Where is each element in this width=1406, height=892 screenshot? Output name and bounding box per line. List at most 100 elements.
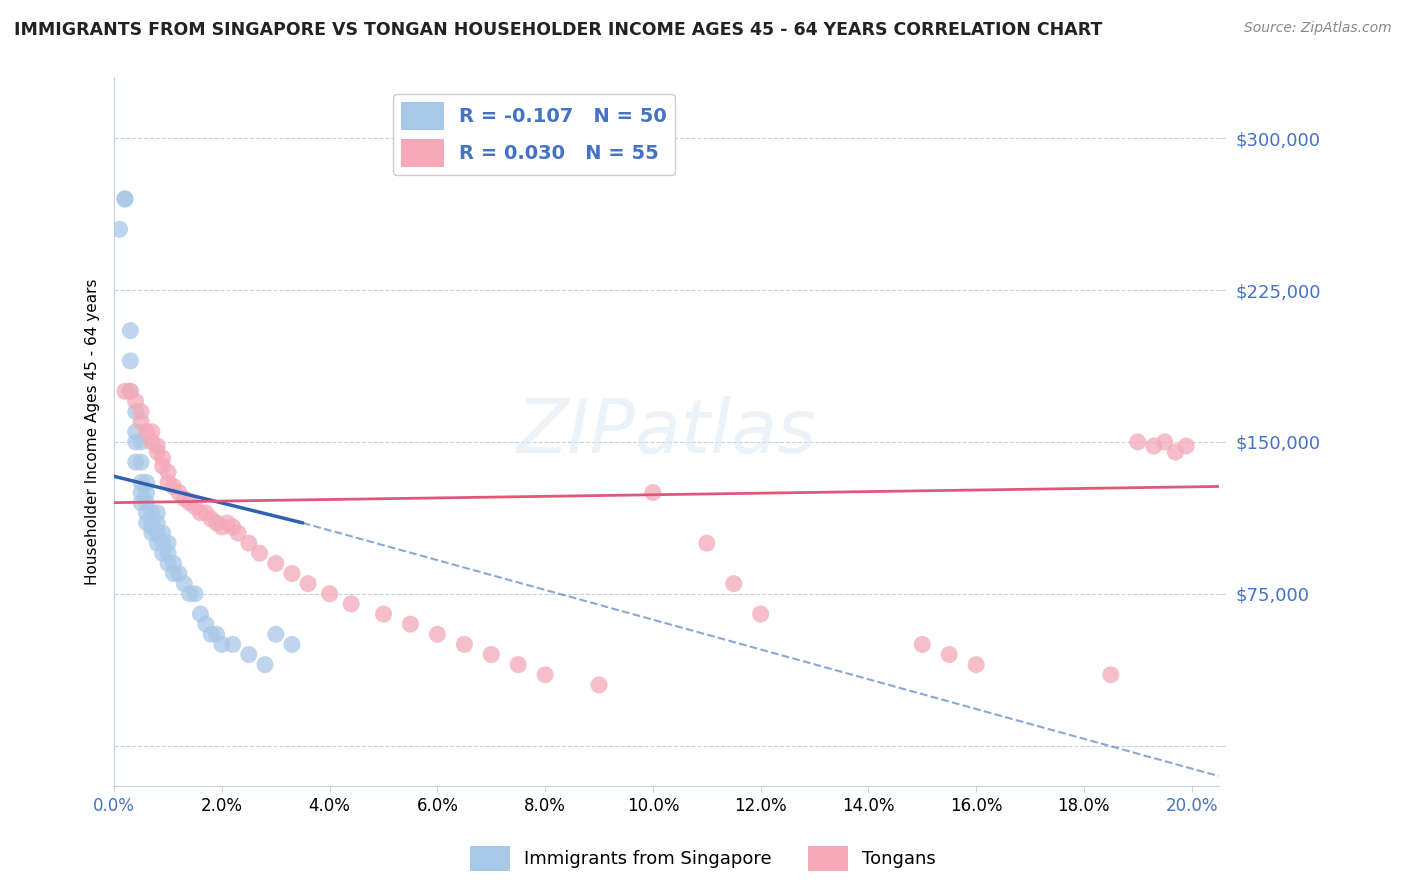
Point <box>129 496 152 510</box>
Point <box>1164 445 1187 459</box>
Point <box>141 425 163 439</box>
Point <box>152 459 174 474</box>
Point <box>125 455 148 469</box>
Point <box>141 516 163 530</box>
Point <box>129 404 152 418</box>
Point <box>167 566 190 581</box>
Point <box>114 384 136 399</box>
Point <box>184 500 207 514</box>
Point <box>120 324 142 338</box>
Text: Source: ZipAtlas.com: Source: ZipAtlas.com <box>1244 21 1392 35</box>
Point <box>249 546 271 560</box>
Point <box>162 557 184 571</box>
Point <box>146 536 169 550</box>
Legend: R = -0.107   N = 50, R = 0.030   N = 55: R = -0.107 N = 50, R = 0.030 N = 55 <box>394 95 675 175</box>
Point <box>129 415 152 429</box>
Point <box>190 607 212 621</box>
Point <box>152 526 174 541</box>
Point <box>238 536 260 550</box>
Point <box>152 451 174 466</box>
Point <box>200 512 222 526</box>
Point <box>157 475 180 490</box>
Point <box>426 627 449 641</box>
Point <box>141 526 163 541</box>
Point <box>141 434 163 449</box>
Point <box>135 425 157 439</box>
Point <box>135 475 157 490</box>
Point <box>222 520 245 534</box>
Point <box>211 637 233 651</box>
Point <box>238 648 260 662</box>
Point <box>125 434 148 449</box>
Point <box>641 485 664 500</box>
Point <box>162 566 184 581</box>
Point <box>264 557 287 571</box>
Point <box>281 566 304 581</box>
Point <box>340 597 363 611</box>
Point <box>135 496 157 510</box>
Point <box>222 637 245 651</box>
Point <box>399 617 422 632</box>
Point <box>200 627 222 641</box>
Point <box>194 506 217 520</box>
Point <box>157 557 180 571</box>
Point <box>226 526 249 541</box>
Point <box>125 394 148 409</box>
Text: ZIPatlas: ZIPatlas <box>516 396 817 467</box>
Point <box>588 678 610 692</box>
Point <box>129 475 152 490</box>
Point <box>205 627 228 641</box>
Point <box>194 617 217 632</box>
Point <box>157 546 180 560</box>
Point <box>141 520 163 534</box>
Point <box>534 667 557 681</box>
Point <box>179 496 201 510</box>
Point <box>911 637 934 651</box>
Point <box>1175 439 1198 453</box>
Text: IMMIGRANTS FROM SINGAPORE VS TONGAN HOUSEHOLDER INCOME AGES 45 - 64 YEARS CORREL: IMMIGRANTS FROM SINGAPORE VS TONGAN HOUS… <box>14 21 1102 38</box>
Point <box>146 439 169 453</box>
Point <box>205 516 228 530</box>
Point <box>114 192 136 206</box>
Point <box>479 648 502 662</box>
Point <box>264 627 287 641</box>
Point <box>114 192 136 206</box>
Point <box>1153 434 1175 449</box>
Point <box>749 607 772 621</box>
Point <box>157 536 180 550</box>
Point <box>135 506 157 520</box>
Point <box>146 526 169 541</box>
Point <box>723 576 745 591</box>
Point <box>373 607 395 621</box>
Point <box>965 657 987 672</box>
Point <box>938 648 960 662</box>
Point <box>179 587 201 601</box>
Point <box>318 587 340 601</box>
Point <box>129 485 152 500</box>
Point <box>141 506 163 520</box>
Point <box>108 222 131 236</box>
Point <box>167 485 190 500</box>
Point <box>157 465 180 479</box>
Point <box>152 536 174 550</box>
Point <box>217 516 239 530</box>
Point <box>129 455 152 469</box>
Point <box>211 520 233 534</box>
Point <box>190 506 212 520</box>
Point <box>453 637 475 651</box>
Point <box>281 637 304 651</box>
Point <box>146 516 169 530</box>
Y-axis label: Householder Income Ages 45 - 64 years: Householder Income Ages 45 - 64 years <box>86 278 100 585</box>
Point <box>1126 434 1149 449</box>
Point <box>162 479 184 493</box>
Point <box>1099 667 1122 681</box>
Point <box>125 425 148 439</box>
Point <box>253 657 276 672</box>
Point <box>173 576 195 591</box>
Point <box>120 384 142 399</box>
Point <box>135 485 157 500</box>
Point <box>152 546 174 560</box>
Point <box>146 506 169 520</box>
Point <box>120 354 142 368</box>
Point <box>696 536 718 550</box>
